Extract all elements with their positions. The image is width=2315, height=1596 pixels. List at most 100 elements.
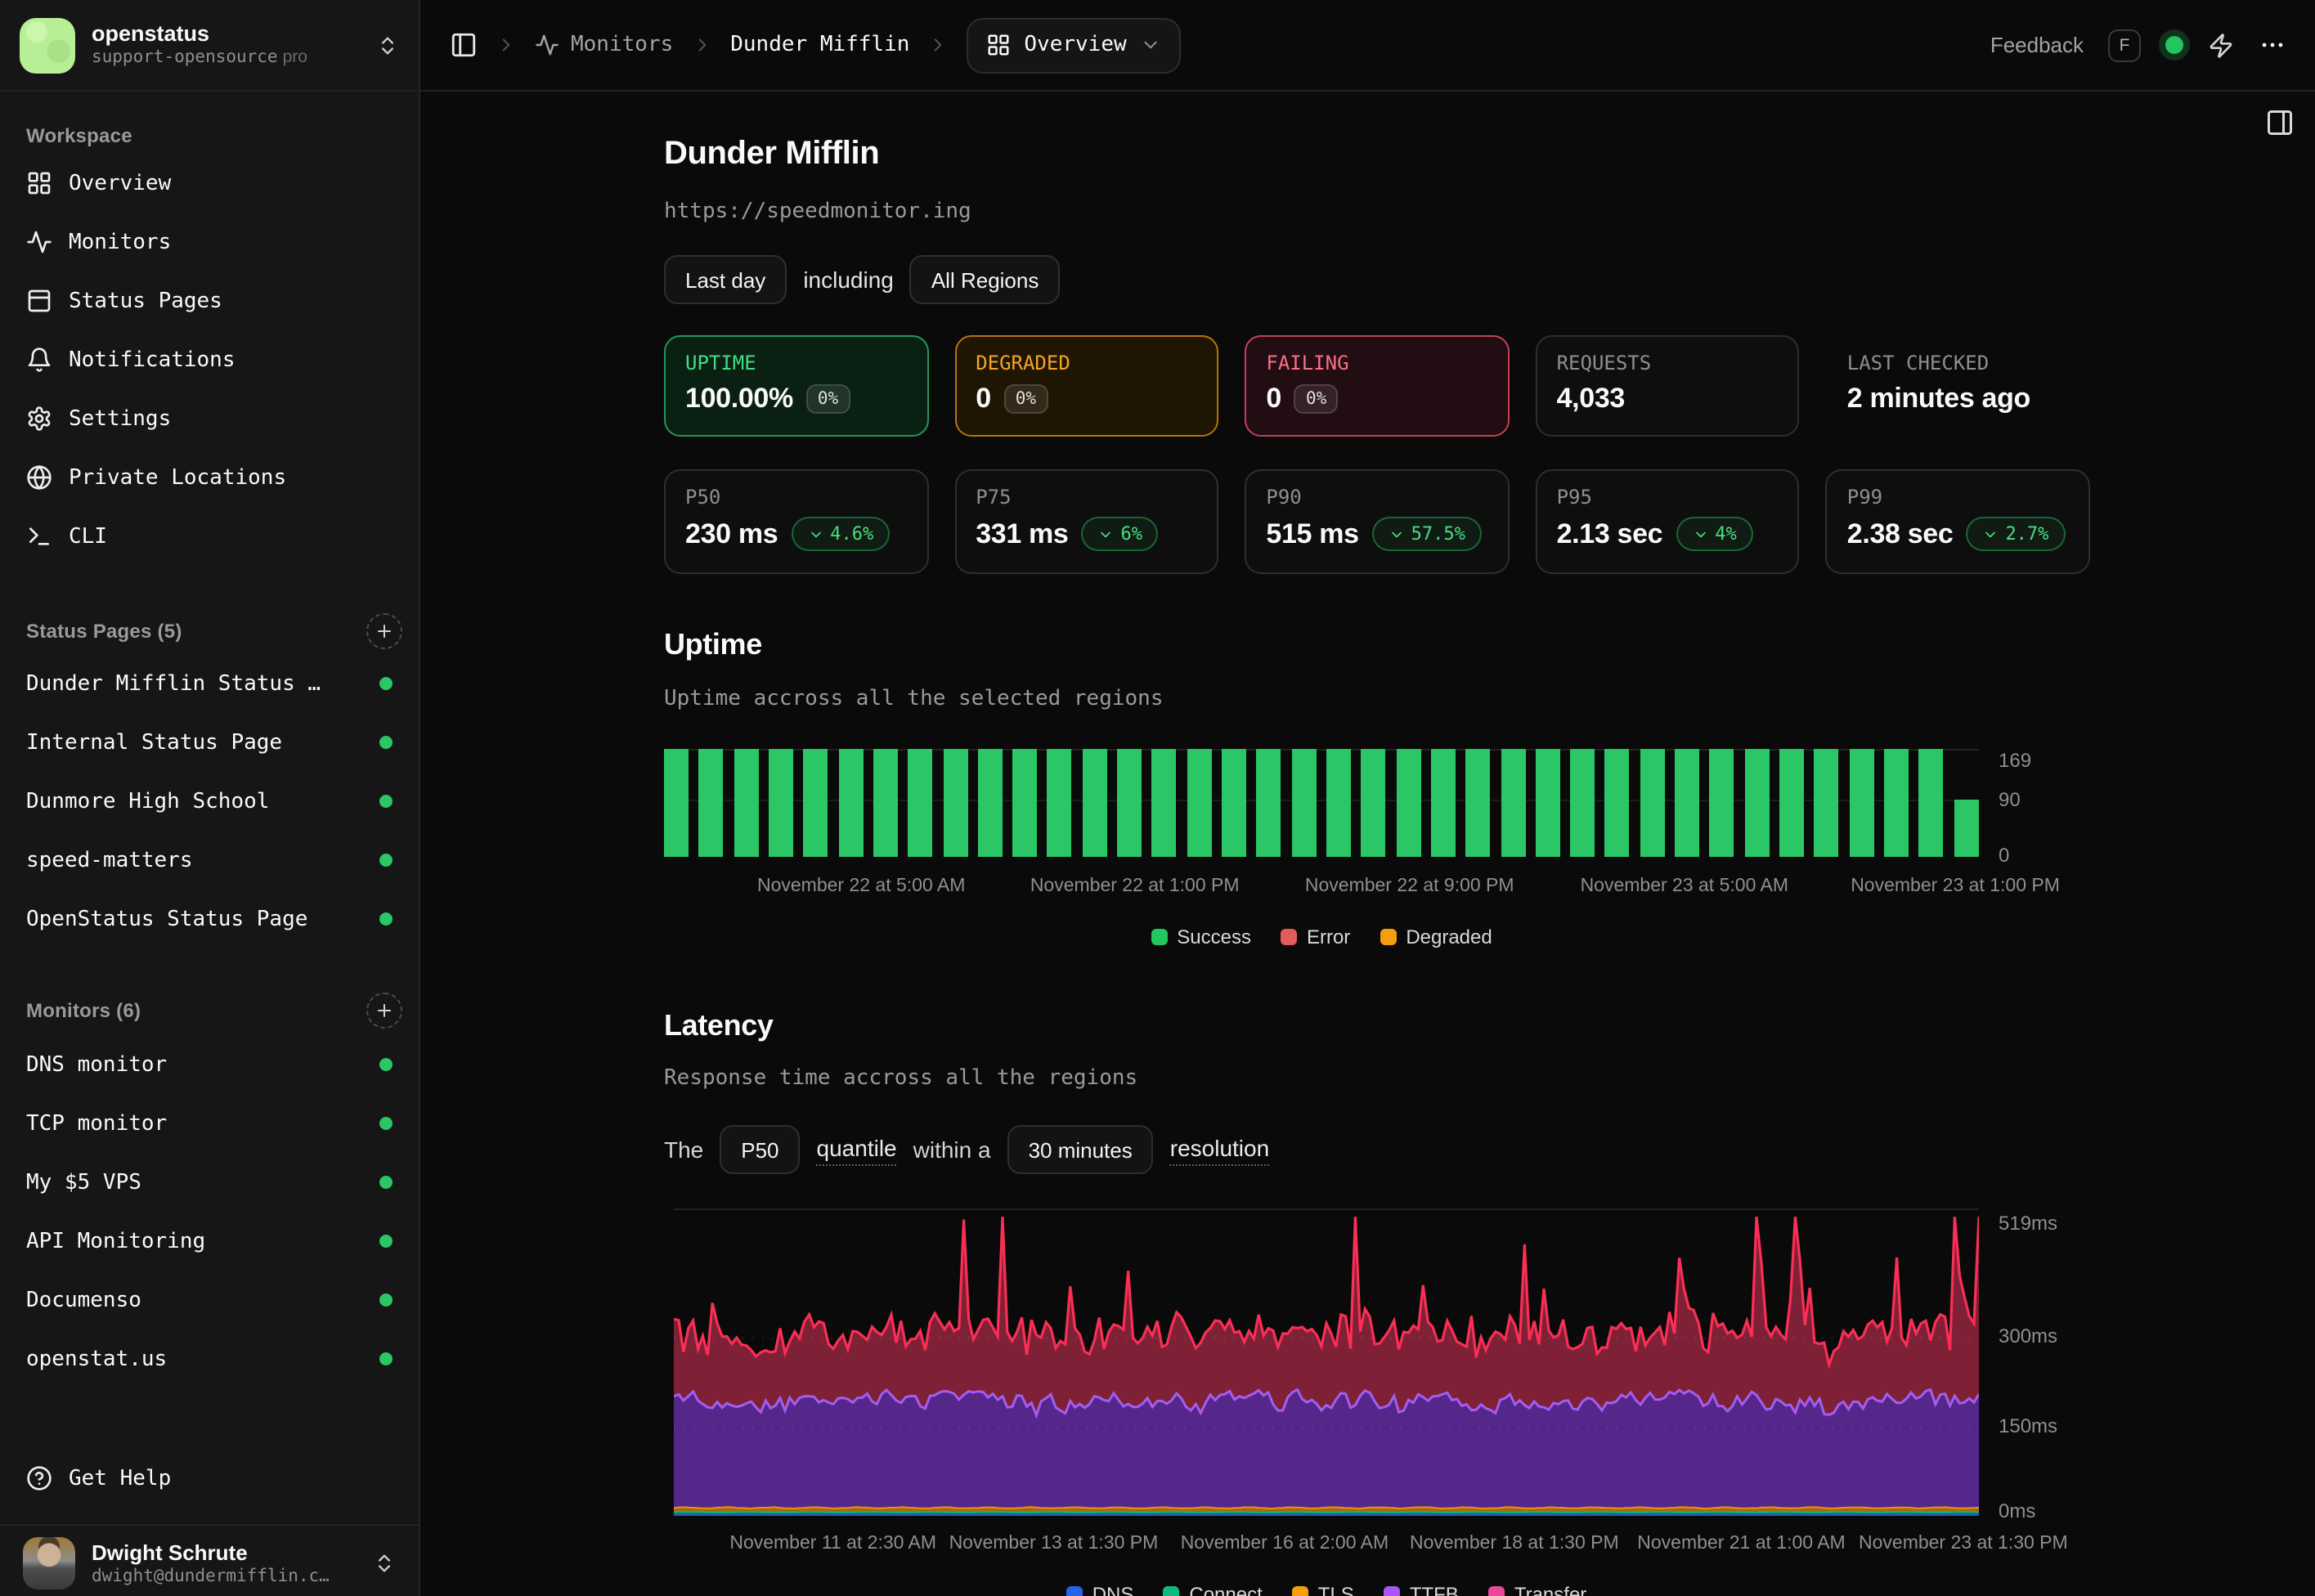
percentile-card-p75: P75 331 ms 6% bbox=[954, 469, 1219, 574]
grid-icon bbox=[26, 170, 52, 196]
percentile-card-p95: P95 2.13 sec 4% bbox=[1535, 469, 1800, 574]
chevron-right-icon bbox=[927, 34, 949, 56]
quantile-word[interactable]: quantile bbox=[816, 1134, 897, 1165]
uptime-bar bbox=[1291, 749, 1317, 857]
add-monitor-button[interactable] bbox=[366, 993, 402, 1029]
uptime-card: UPTIME 100.00% 0% bbox=[664, 335, 929, 437]
resolution-select[interactable]: 30 minutes bbox=[1007, 1125, 1154, 1174]
status-page-speed-matters[interactable]: speed-matters bbox=[13, 831, 406, 890]
sidebar-item-private-locations[interactable]: Private Locations bbox=[13, 448, 406, 507]
right-panel-toggle-button[interactable] bbox=[2265, 108, 2295, 137]
quantile-select[interactable]: P50 bbox=[720, 1125, 801, 1174]
latency-x-tick: November 13 at 1:30 PM bbox=[949, 1534, 1159, 1553]
breadcrumb-monitors[interactable]: Monitors bbox=[535, 33, 673, 57]
monitor-openstat-us[interactable]: openstat.us bbox=[13, 1329, 406, 1388]
bell-icon bbox=[26, 347, 52, 373]
legend-item-dns: DNS bbox=[1066, 1583, 1133, 1596]
view-selector-button[interactable]: Overview bbox=[967, 17, 1181, 73]
sidebar-item-notifications[interactable]: Notifications bbox=[13, 330, 406, 389]
status-pages-section-label: Status Pages (5) bbox=[26, 620, 182, 643]
uptime-bar bbox=[1883, 749, 1909, 857]
last-checked-card: LAST CHECKED 2 minutes ago bbox=[1826, 335, 2090, 437]
uptime-bar bbox=[1570, 749, 1595, 857]
legend-item-connect: Connect bbox=[1163, 1583, 1263, 1596]
more-options-button[interactable] bbox=[2259, 31, 2286, 59]
latency-x-tick: November 21 at 1:00 AM bbox=[1637, 1534, 1846, 1553]
chevron-down-icon bbox=[1389, 526, 1405, 542]
trend-pill: 57.5% bbox=[1371, 517, 1482, 551]
trend-pill: 4% bbox=[1676, 517, 1753, 551]
uptime-bar bbox=[664, 749, 689, 857]
uptime-x-tick: November 22 at 1:00 PM bbox=[1030, 876, 1240, 896]
period-select[interactable]: Last day bbox=[664, 255, 787, 304]
legend-item-ttfb: TTFB bbox=[1383, 1583, 1459, 1596]
chevron-right-icon bbox=[691, 34, 712, 56]
gear-icon bbox=[26, 406, 52, 432]
monitor-documenso[interactable]: Documenso bbox=[13, 1271, 406, 1329]
feedback-link[interactable]: Feedback bbox=[1990, 33, 2084, 57]
workspace-status-dot bbox=[2165, 36, 2183, 54]
sidebar-item-status-pages[interactable]: Status Pages bbox=[13, 271, 406, 330]
uptime-section-subtitle: Uptime accross all the selected regions bbox=[664, 687, 1164, 711]
status-up-dot bbox=[379, 1235, 393, 1248]
terminal-icon bbox=[26, 523, 52, 549]
sidebar-item-cli[interactable]: CLI bbox=[13, 507, 406, 566]
add-status-page-button[interactable] bbox=[366, 613, 402, 649]
legend-swatch bbox=[1487, 1586, 1505, 1596]
sidebar-item-settings[interactable]: Settings bbox=[13, 389, 406, 448]
regions-select[interactable]: All Regions bbox=[909, 255, 1061, 304]
uptime-bar bbox=[1396, 749, 1421, 857]
status-page-openstatus-status-page[interactable]: OpenStatus Status Page bbox=[13, 890, 406, 948]
sidebar-item-overview[interactable]: Overview bbox=[13, 154, 406, 213]
sidebar-item-monitors[interactable]: Monitors bbox=[13, 213, 406, 271]
last-checked-label: LAST CHECKED bbox=[1846, 352, 1990, 374]
workspace-switcher[interactable]: openstatus support-opensource pro bbox=[0, 0, 419, 92]
resolution-word[interactable]: resolution bbox=[1169, 1134, 1270, 1165]
breadcrumb-monitor-name[interactable]: Dunder Mifflin bbox=[730, 33, 910, 57]
monitor-dns-monitor[interactable]: DNS monitor bbox=[13, 1035, 406, 1094]
uptime-value: 100.00% bbox=[685, 383, 793, 414]
workspace-nav: Overview Monitors Status Pages Notification… bbox=[13, 154, 406, 566]
chevrons-up-down-icon bbox=[373, 1552, 396, 1575]
status-page-internal-status-page[interactable]: Internal Status Page bbox=[13, 713, 406, 772]
uptime-bar bbox=[908, 749, 933, 857]
latency-x-tick: November 23 at 1:30 PM bbox=[1859, 1534, 2068, 1553]
uptime-bar bbox=[734, 749, 759, 857]
monitor-api-monitoring[interactable]: API Monitoring bbox=[13, 1212, 406, 1271]
trend-pill: 2.7% bbox=[1966, 517, 2066, 551]
user-meta: Dwight Schrute dwight@dundermifflin.c… bbox=[92, 1540, 357, 1586]
uptime-bar bbox=[977, 749, 1003, 857]
user-menu[interactable]: Dwight Schrute dwight@dundermifflin.c… bbox=[16, 1534, 402, 1593]
uptime-bar bbox=[1012, 749, 1038, 857]
legend-item-degraded: Degraded bbox=[1380, 926, 1492, 948]
uptime-bar bbox=[1849, 749, 1874, 857]
failing-value: 0 bbox=[1266, 383, 1281, 414]
chevrons-up-down-icon bbox=[376, 34, 399, 56]
status-up-dot bbox=[379, 1058, 393, 1071]
uptime-bar bbox=[1918, 749, 1944, 857]
quick-actions-button[interactable] bbox=[2208, 32, 2234, 58]
monitor-tcp-monitor[interactable]: TCP monitor bbox=[13, 1094, 406, 1153]
status-up-dot bbox=[379, 1176, 393, 1189]
workspace-meta: openstatus support-opensource pro bbox=[92, 20, 360, 69]
uptime-y-tick: 169 bbox=[1999, 749, 2032, 772]
uptime-bar bbox=[1640, 749, 1665, 857]
get-help-item[interactable]: Get Help bbox=[13, 1449, 406, 1508]
chevron-down-icon bbox=[807, 526, 823, 542]
layout-grid-icon bbox=[986, 33, 1011, 57]
status-page-dunmore-high-school[interactable]: Dunmore High School bbox=[13, 772, 406, 831]
requests-card-label: REQUESTS bbox=[1556, 352, 1652, 374]
ellipsis-icon bbox=[2259, 31, 2286, 59]
panel-top-icon bbox=[26, 288, 52, 314]
chevron-down-icon bbox=[1692, 526, 1708, 542]
uptime-x-axis: November 22 at 5:00 AM November 22 at 1:0… bbox=[664, 876, 2060, 903]
sidebar-toggle-button[interactable] bbox=[450, 31, 478, 59]
uptime-bar bbox=[1779, 749, 1804, 857]
status-page-dunder-mifflin-status[interactable]: Dunder Mifflin Status … bbox=[13, 654, 406, 713]
uptime-bar bbox=[1814, 749, 1839, 857]
latency-section-title: Latency bbox=[664, 1009, 774, 1042]
monitor-url: https://speedmonitor.ing bbox=[664, 200, 971, 224]
monitor-my-5-vps[interactable]: My $5 VPS bbox=[13, 1153, 406, 1212]
help-circle-icon bbox=[26, 1465, 52, 1491]
